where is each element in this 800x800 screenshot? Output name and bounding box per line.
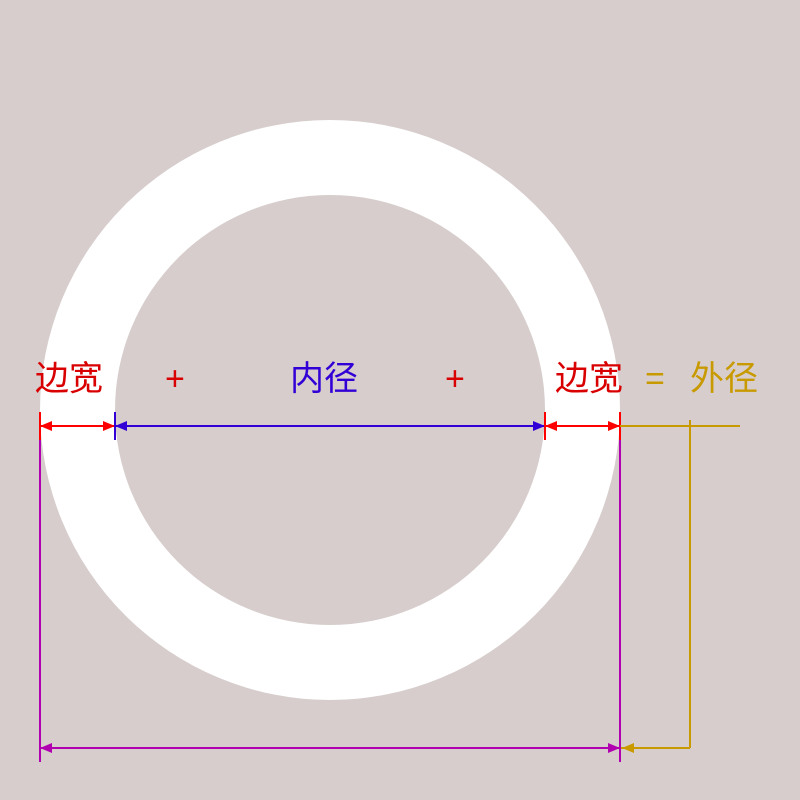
label-plus-1: + — [165, 362, 185, 396]
label-equals: = — [645, 362, 665, 396]
label-inner-diameter: 内径 — [290, 362, 358, 396]
label-edge-width-right: 边宽 — [555, 362, 623, 396]
label-plus-2: + — [445, 362, 465, 396]
label-outer-diameter: 外径 — [690, 362, 758, 396]
label-edge-width-left: 边宽 — [35, 362, 103, 396]
ring-diagram — [0, 0, 800, 800]
